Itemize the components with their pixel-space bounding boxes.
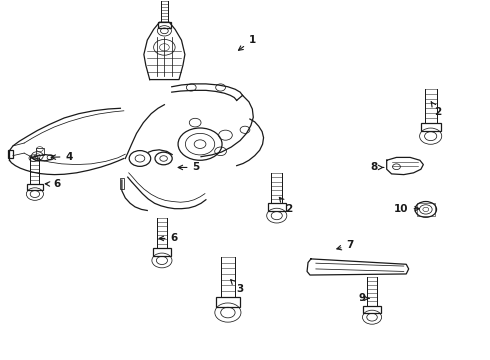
Text: 1: 1 (239, 35, 256, 50)
Bar (36, 148, 44, 154)
Text: 6: 6 (45, 179, 60, 189)
Text: 7: 7 (337, 240, 354, 250)
Text: 8: 8 (371, 162, 384, 172)
Bar (7, 150, 13, 158)
Polygon shape (387, 157, 423, 175)
Text: 3: 3 (231, 280, 244, 294)
Text: 2: 2 (279, 197, 293, 214)
Bar (420, 123, 441, 131)
Text: 10: 10 (394, 204, 419, 214)
Text: 5: 5 (178, 162, 200, 172)
Bar (27, 184, 43, 190)
Text: 2: 2 (431, 102, 441, 117)
Bar (417, 203, 435, 216)
Text: 9: 9 (359, 293, 369, 303)
Bar (364, 306, 381, 313)
Polygon shape (307, 259, 409, 275)
Text: 4: 4 (51, 152, 73, 162)
Text: 6: 6 (159, 233, 178, 243)
Bar (216, 297, 240, 307)
Bar (158, 22, 171, 28)
Bar (268, 203, 286, 211)
Bar (153, 248, 171, 256)
